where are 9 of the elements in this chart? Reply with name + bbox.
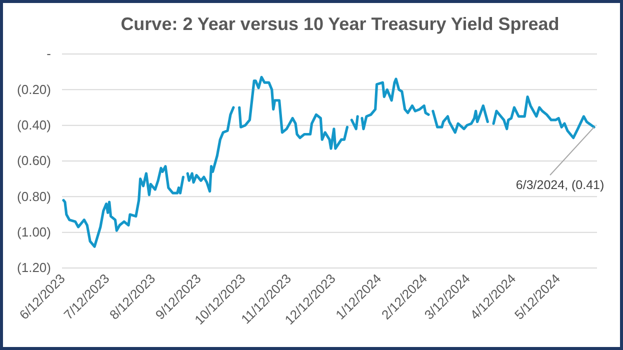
- y-tick-label: (0.40): [17, 117, 51, 132]
- y-tick-label: -: [46, 46, 51, 62]
- y-tick-label: (0.60): [17, 153, 51, 168]
- y-tick-label: (0.20): [17, 82, 51, 97]
- annotation: 6/3/2024, (0.41): [516, 178, 604, 192]
- y-tick-label: (1.20): [17, 260, 51, 276]
- y-tick-label: (0.80): [17, 188, 51, 204]
- y-tick-label: (1.00): [17, 224, 51, 240]
- chart-title: Curve: 2 Year versus 10 Year Treasury Yield Spread: [120, 14, 560, 34]
